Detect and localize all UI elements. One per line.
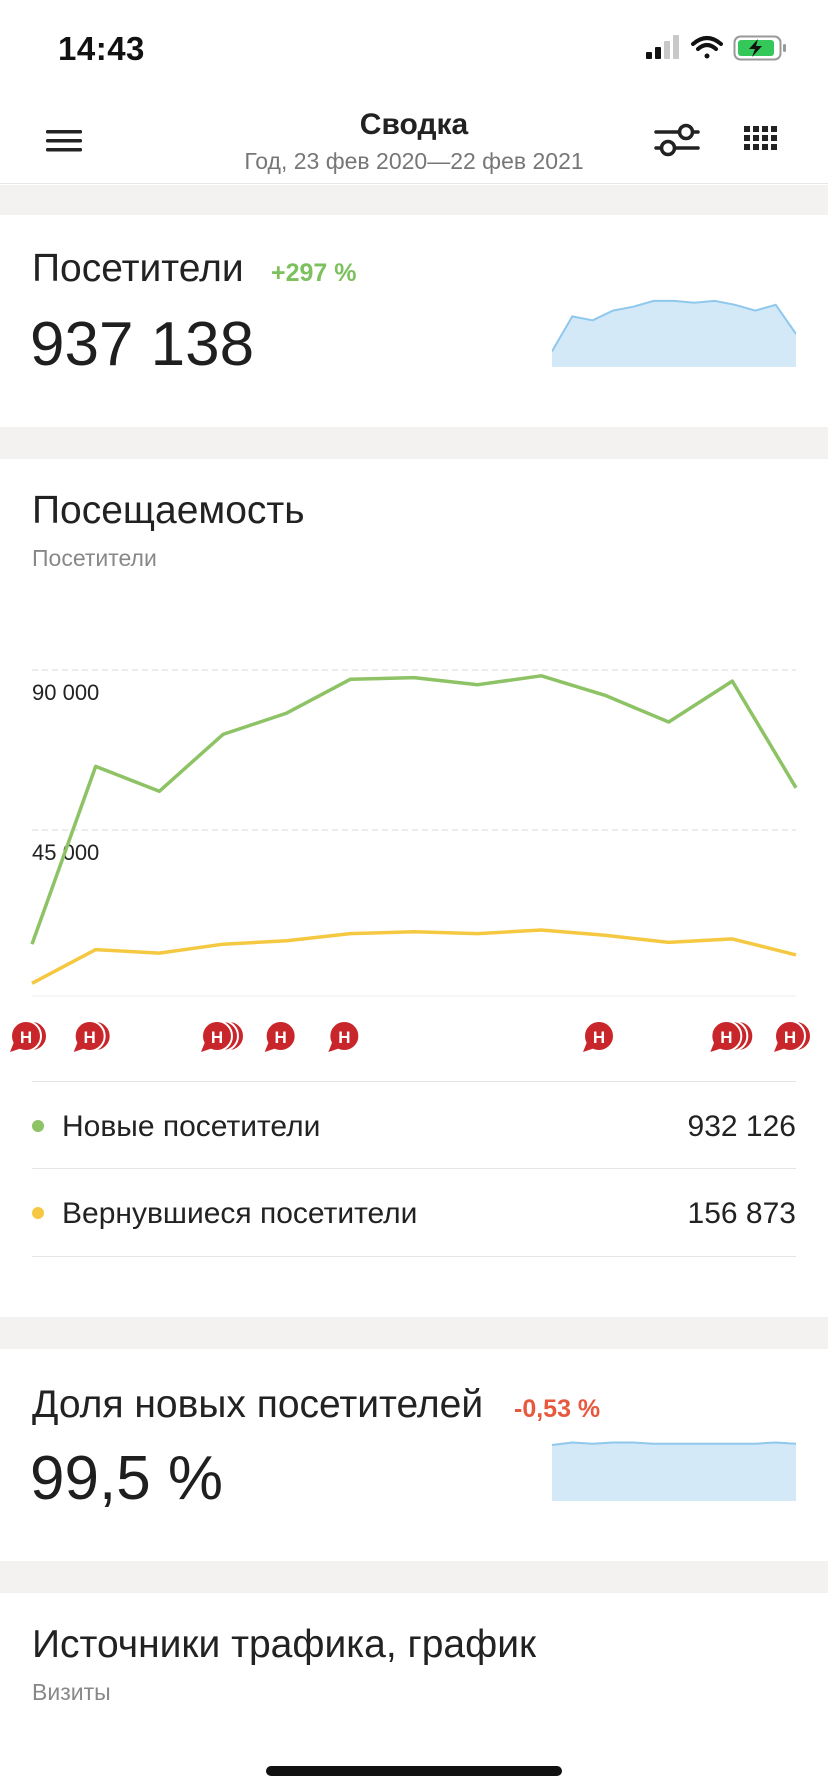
attendance-card: Посещаемость Посетители 45 000 90 000 Н Н Н Н… [0,459,828,1317]
visitors-card[interactable]: Посетители +297 % 937 138 [0,215,828,427]
visitors-value: 937 138 [30,310,255,379]
annotation-marker[interactable]: Н [583,1020,615,1052]
annotation-marker[interactable]: Н [264,1020,297,1052]
annotation-marker-bubble [328,1020,361,1052]
annotation-marker-tail [264,1042,277,1052]
annotation-marker-tail [328,1042,341,1052]
annotation-marker-tail [774,1042,786,1052]
new-share-sparkline-area [552,1442,796,1501]
wifi-icon [691,36,723,59]
home-indicator [266,1766,562,1776]
series-line-new-visitors [30,674,798,945]
status-time: 14:43 [58,30,145,67]
annotation-marker-tail [10,1042,22,1052]
legend-row-returning[interactable]: Вернувшиеся посетители 156 873 [32,1169,796,1257]
legend-value: 932 126 [687,1110,796,1143]
grid-dots-icon [744,126,777,150]
cellular-signal-icon [646,35,679,59]
annotation-marker[interactable]: Н [10,1020,48,1052]
annotation-marker-label: Н [784,1028,796,1047]
hamburger-menu-icon [46,130,82,152]
attendance-title: Посещаемость [32,489,305,532]
annotation-marker-bubble [583,1020,615,1052]
status-icons [646,35,786,61]
annotation-marker-bubble [201,1020,233,1052]
legend-row-new[interactable]: Новые посетители 932 126 [32,1081,796,1169]
traffic-sources-title: Источники трафика, график [32,1623,537,1666]
annotation-marker-bubble [710,1020,743,1052]
annotation-marker-tail [710,1042,723,1052]
legend-label: Вернувшиеся посетители [62,1197,418,1230]
annotation-marker-bubble [10,1020,42,1052]
status-bar: 14:43 [0,0,828,94]
new-share-delta: -0,53 % [514,1395,601,1423]
annotation-marker-label: Н [211,1028,223,1047]
annotation-marker-tail [201,1042,213,1052]
filter-sliders-icon [654,123,700,157]
grid-view-button[interactable] [740,120,784,160]
annotation-marker-label: Н [84,1028,96,1047]
annotation-marker-bubble [774,1020,806,1052]
app-header: Сводка Год, 23 фев 2020—22 фев 2021 [0,94,828,184]
visitors-title: Посетители [32,247,244,290]
new-share-sparkline [552,1441,796,1501]
annotation-marker[interactable]: Н [710,1020,755,1052]
annotation-marker-label: Н [275,1028,287,1047]
annotation-marker[interactable]: Н [774,1020,812,1052]
section-gap [0,427,828,459]
visitors-sparkline [552,299,796,367]
attendance-subtitle: Посетители [32,545,157,571]
annotation-marker-label: Н [20,1028,32,1047]
legend-value: 156 873 [687,1197,796,1230]
annotation-marker-label: Н [338,1028,350,1047]
battery-charging-icon [733,35,786,61]
annotation-marker-bubble [264,1020,297,1052]
visitors-sparkline-line [552,299,796,352]
new-share-sparkline-line [552,1441,796,1446]
legend-dot-returning [32,1207,44,1219]
menu-button[interactable] [38,120,90,160]
y-tick-label: 90 000 [32,680,99,705]
annotation-marker-label: Н [593,1028,605,1047]
traffic-sources-subtitle: Визиты [32,1679,111,1705]
annotation-marker[interactable]: Н [201,1020,245,1052]
date-range[interactable]: Год, 23 фев 2020—22 фев 2021 [244,148,584,174]
legend-label: Новые посетители [62,1110,321,1143]
section-gap [0,1317,828,1349]
section-gap [0,185,828,215]
annotation-marker-bubble [73,1020,106,1052]
section-gap [0,1561,828,1593]
annotation-marker[interactable]: Н [73,1020,112,1052]
visitors-sparkline-area [552,300,796,367]
new-share-title: Доля новых посетителей [32,1383,484,1426]
filter-button[interactable] [650,118,704,162]
new-share-value: 99,5 % [30,1444,224,1513]
page-title: Сводка [359,108,469,141]
visitors-delta: +297 % [271,259,357,287]
series-line-returning-visitors [31,928,797,985]
traffic-sources-card[interactable]: Источники трафика, график Визиты [0,1593,828,1792]
annotation-marker-tail [583,1042,595,1052]
legend-dot-new [32,1120,44,1132]
annotation-marker[interactable]: Н [328,1020,361,1052]
annotation-marker-label: Н [720,1028,732,1047]
new-share-card[interactable]: Доля новых посетителей -0,53 % 99,5 % [0,1349,828,1561]
annotation-marker-tail [73,1042,86,1052]
